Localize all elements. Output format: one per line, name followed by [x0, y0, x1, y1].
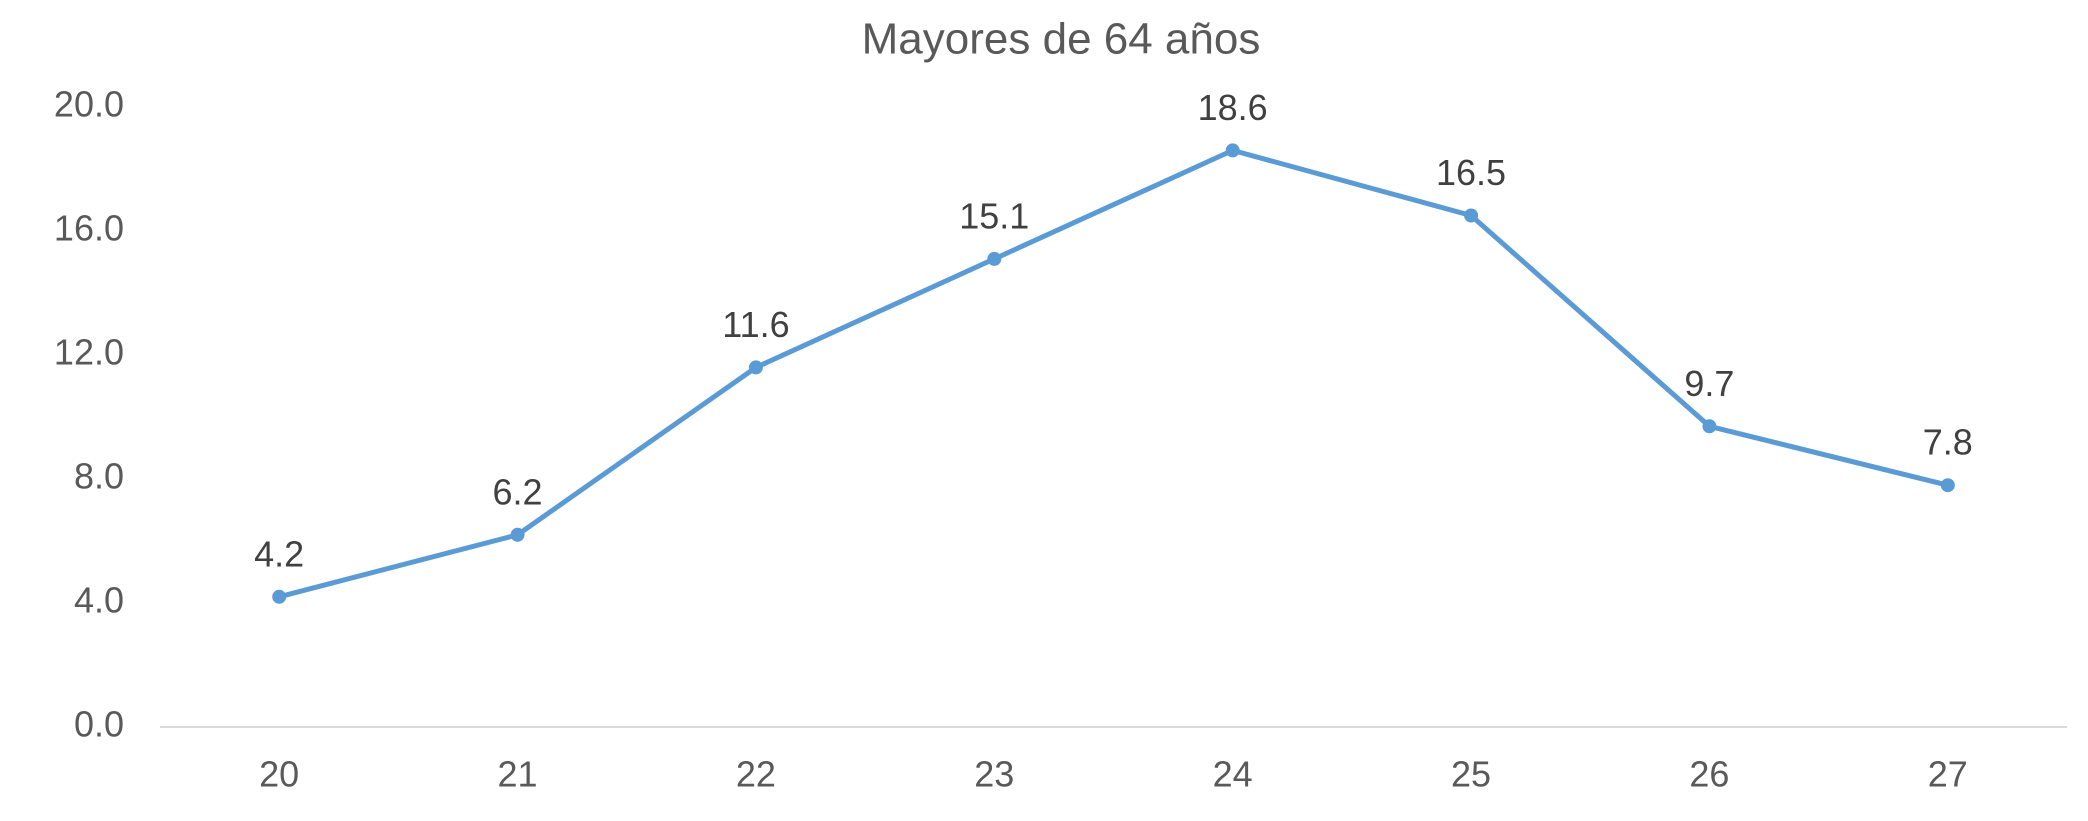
- data-label: 15.1: [959, 195, 1029, 236]
- x-tick-label: 23: [974, 754, 1014, 795]
- x-tick-label: 22: [736, 754, 776, 795]
- y-tick-label: 20.0: [54, 84, 124, 125]
- data-label: 6.2: [493, 471, 543, 512]
- marker: [987, 251, 1002, 266]
- marker: [748, 360, 763, 375]
- y-tick-label: 8.0: [74, 456, 124, 497]
- data-label: 7.8: [1923, 422, 1973, 463]
- data-label: 4.2: [254, 533, 304, 574]
- marker: [1940, 478, 1955, 493]
- x-tick-label: 25: [1451, 754, 1491, 795]
- marker: [1464, 208, 1479, 223]
- x-tick-label: 27: [1928, 754, 1968, 795]
- x-tick-label: 20: [259, 754, 299, 795]
- chart-title: Mayores de 64 años: [862, 15, 1261, 64]
- marker: [272, 589, 287, 604]
- marker: [1702, 419, 1717, 434]
- data-label: 16.5: [1436, 152, 1506, 193]
- y-tick-label: 16.0: [54, 208, 124, 249]
- y-tick-label: 12.0: [54, 332, 124, 373]
- x-tick-label: 21: [498, 754, 538, 795]
- data-label: 11.6: [722, 304, 789, 345]
- x-tick-label: 26: [1689, 754, 1729, 795]
- data-label: 18.6: [1198, 87, 1268, 128]
- line: [278, 147, 1949, 600]
- y-tick-label: 4.0: [74, 580, 124, 621]
- marker: [1225, 143, 1240, 158]
- y-tick-label: 0.0: [74, 704, 124, 745]
- data-label: 9.7: [1684, 363, 1734, 404]
- marker: [510, 527, 525, 542]
- x-tick-label: 24: [1213, 754, 1253, 795]
